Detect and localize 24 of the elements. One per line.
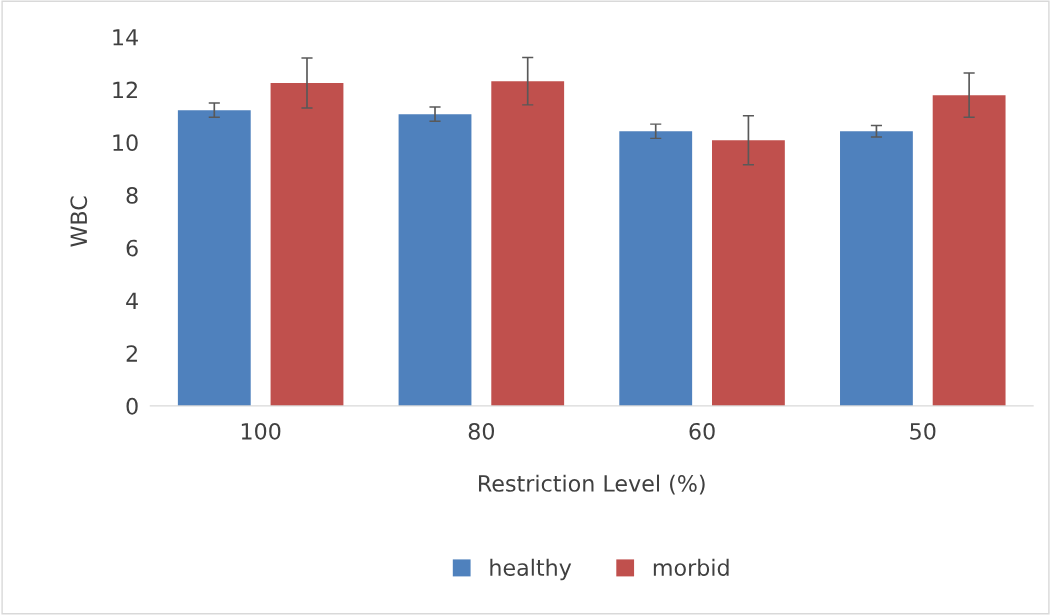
bar bbox=[177, 110, 251, 406]
bar bbox=[712, 140, 785, 406]
legend-label: healthy bbox=[490, 558, 572, 581]
y-tick-label: 10 bbox=[113, 134, 138, 152]
bar bbox=[270, 83, 344, 406]
y-tick-label: 12 bbox=[113, 81, 137, 99]
y-tick-label: 8 bbox=[126, 186, 138, 204]
legend-label: morbid bbox=[653, 558, 729, 576]
x-tick-label: 100 bbox=[241, 422, 281, 440]
y-tick-label: 2 bbox=[126, 345, 137, 362]
y-tick-label: 14 bbox=[113, 29, 138, 46]
y-tick-label: 4 bbox=[126, 292, 138, 309]
bar bbox=[491, 81, 565, 406]
bar bbox=[398, 114, 472, 406]
y-tick-label: 6 bbox=[126, 239, 138, 257]
y-tick-label: 0 bbox=[126, 397, 138, 415]
x-tick-label: 60 bbox=[689, 422, 715, 440]
x-tick-label: 80 bbox=[468, 422, 495, 440]
x-axis-title: Restriction Level (%) bbox=[479, 474, 705, 495]
bar bbox=[619, 131, 693, 406]
x-tick-label: 50 bbox=[910, 422, 936, 440]
y-axis-title: WBC bbox=[70, 196, 88, 247]
bar bbox=[840, 131, 913, 406]
bar bbox=[932, 95, 1006, 406]
